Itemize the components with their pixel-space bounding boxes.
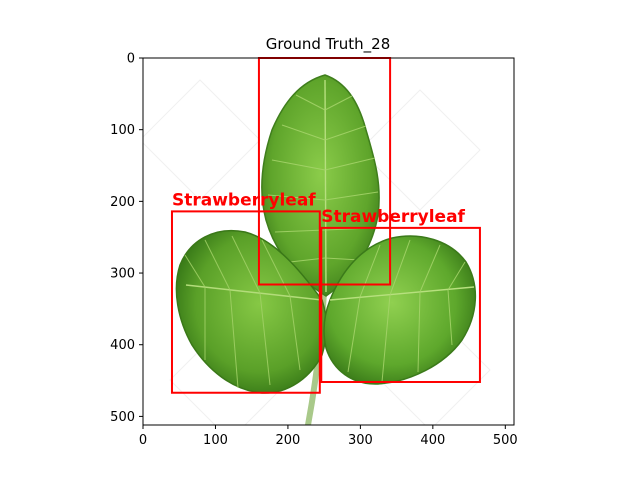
- image-area: [143, 58, 514, 425]
- bounding-box: [320, 226, 481, 383]
- y-tick-label: 0: [127, 52, 135, 67]
- y-tick-label: 500: [110, 410, 135, 425]
- y-tick-label: 100: [110, 123, 135, 138]
- plot-title: Ground Truth_28: [266, 35, 391, 54]
- x-axis: 0 100 200 300 400 500: [139, 425, 518, 448]
- y-tick-label: 200: [110, 195, 135, 210]
- x-tick-label: 100: [203, 433, 228, 448]
- y-axis: 0 100 200 300 400 500: [110, 52, 143, 425]
- leaflet-left: [175, 229, 328, 394]
- x-tick-label: 0: [139, 433, 147, 448]
- y-tick-label: 400: [110, 338, 135, 353]
- y-tick-label: 300: [110, 267, 135, 282]
- leaflet-right: [323, 235, 476, 385]
- bounding-box: [170, 210, 321, 394]
- x-tick-label: 300: [348, 433, 373, 448]
- x-tick-label: 400: [420, 433, 445, 448]
- x-tick-label: 200: [276, 433, 301, 448]
- axes-frame: [142, 57, 515, 426]
- box-label: Strawberryleaf: [172, 190, 316, 210]
- x-tick-label: 500: [493, 433, 518, 448]
- box-label: Strawberryleaf: [321, 207, 465, 227]
